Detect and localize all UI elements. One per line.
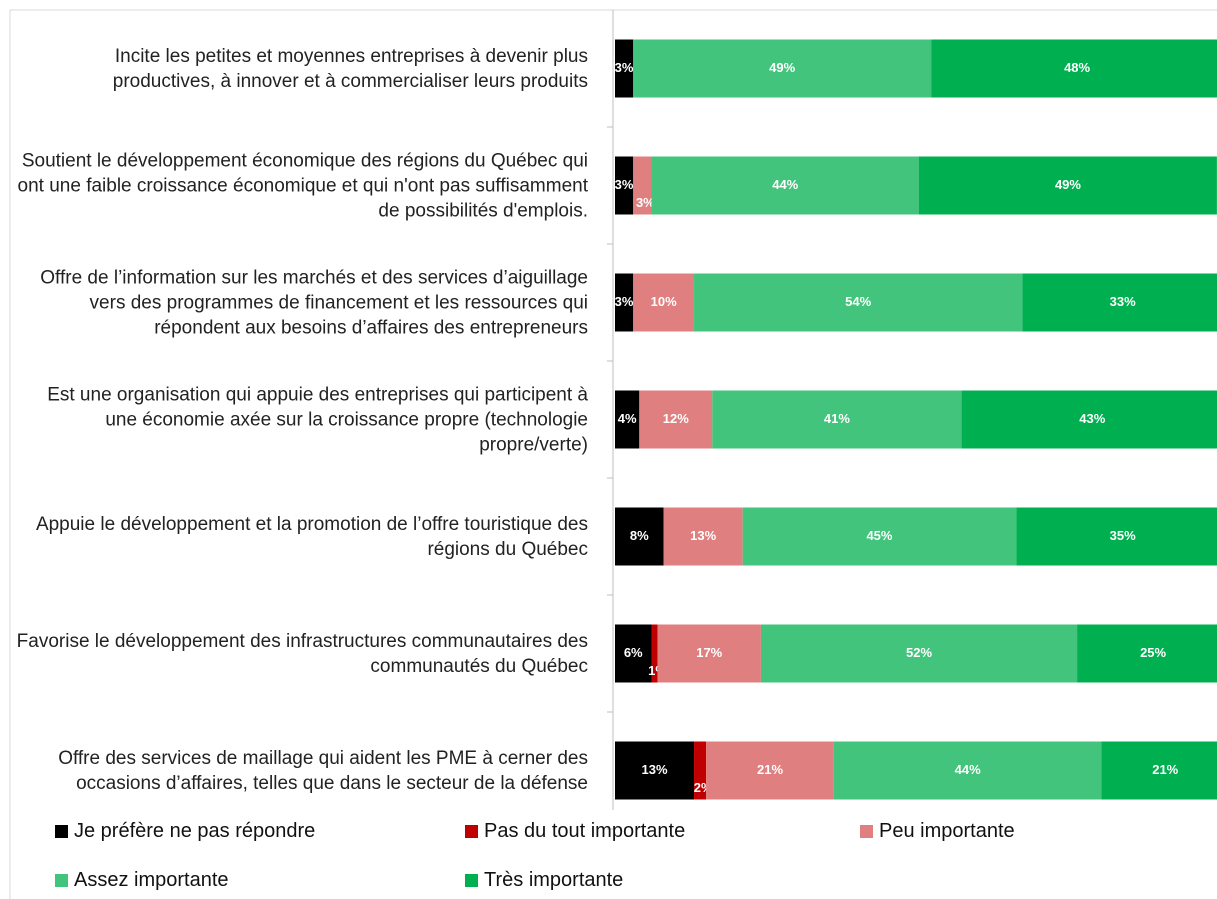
- bar-segment: [651, 156, 919, 215]
- bar-segment: [742, 507, 1017, 566]
- bar-segment: [633, 39, 932, 98]
- value-label: 49%: [769, 60, 795, 75]
- value-label: 48%: [1064, 60, 1090, 75]
- value-label: 25%: [1140, 645, 1166, 660]
- legend-label: Je préfère ne pas répondre: [74, 820, 316, 842]
- value-label: 3%: [615, 177, 634, 192]
- legend-label: Pas du tout importante: [484, 820, 686, 842]
- category-label: Offre des services de maillage qui aiden…: [58, 747, 588, 794]
- bar-segment: [657, 624, 761, 683]
- value-label: 21%: [757, 762, 783, 777]
- legend-swatch: [55, 825, 68, 838]
- bar-segment: [1101, 741, 1217, 800]
- value-label: 3%: [615, 60, 634, 75]
- value-label: 13%: [642, 762, 668, 777]
- value-label: 12%: [663, 411, 689, 426]
- category-label: Favorise le développement des infrastruc…: [16, 630, 588, 677]
- value-label: 3%: [636, 195, 655, 210]
- bar-segment: [633, 273, 695, 332]
- value-label: 33%: [1110, 294, 1136, 309]
- bar-segment: [663, 507, 743, 566]
- value-label: 3%: [615, 294, 634, 309]
- value-label: 6%: [624, 645, 643, 660]
- legend-swatch: [465, 874, 478, 887]
- bar-segment: [694, 741, 707, 800]
- bar-segment: [961, 390, 1217, 449]
- legend-item: Pas du tout importante: [465, 820, 685, 843]
- category-label: Incite les petites et moyennes entrepris…: [112, 45, 588, 92]
- value-label: 8%: [630, 528, 649, 543]
- bar-segment: [651, 624, 658, 683]
- bar-segment: [615, 156, 634, 215]
- bar-segment: [919, 156, 1217, 215]
- bar-segment: [639, 390, 713, 449]
- bar-segment: [615, 741, 695, 800]
- bar-segment: [712, 390, 962, 449]
- legend-label: Très importante: [484, 869, 624, 891]
- value-label: 44%: [955, 762, 981, 777]
- bar-segment: [706, 741, 834, 800]
- legend-item: Je préfère ne pas répondre: [55, 820, 315, 843]
- bar-segment: [760, 624, 1078, 683]
- bar-segment: [1077, 624, 1217, 683]
- value-label: 35%: [1110, 528, 1136, 543]
- value-label: 54%: [845, 294, 871, 309]
- value-label: 44%: [772, 177, 798, 192]
- bar-segment: [615, 507, 664, 566]
- bar-segment: [1016, 507, 1217, 566]
- legend-label: Peu importante: [879, 820, 1015, 842]
- value-label: 41%: [824, 411, 850, 426]
- bar-segment: [1022, 273, 1217, 332]
- value-label: 10%: [651, 294, 677, 309]
- value-label: 13%: [690, 528, 716, 543]
- legend-swatch: [55, 874, 68, 887]
- value-label: 52%: [906, 645, 932, 660]
- category-label: Est une organisation qui appuie des entr…: [47, 384, 588, 455]
- bar-segment: [633, 156, 652, 215]
- bar-segment: [615, 39, 634, 98]
- bar-segment: [615, 273, 634, 332]
- legend-swatch: [860, 825, 873, 838]
- legend-item: Assez importante: [55, 869, 229, 892]
- value-label: 49%: [1055, 177, 1081, 192]
- value-label: 45%: [866, 528, 892, 543]
- category-label: Appuie le développement et la promotion …: [35, 513, 588, 560]
- bar-segment: [833, 741, 1102, 800]
- legend-item: Peu importante: [860, 820, 1015, 843]
- legend-swatch: [465, 825, 478, 838]
- value-label: 17%: [696, 645, 722, 660]
- value-label: 4%: [618, 411, 637, 426]
- category-label: Soutient le développement économique des…: [17, 150, 588, 221]
- bar-segment: [615, 390, 640, 449]
- legend-label: Assez importante: [74, 869, 229, 891]
- value-label: 21%: [1152, 762, 1178, 777]
- category-label: Offre de l’information sur les marchés e…: [40, 267, 588, 338]
- bar-segment: [931, 39, 1217, 98]
- value-label: 43%: [1079, 411, 1105, 426]
- legend-item: Très importante: [465, 869, 623, 892]
- bar-segment: [615, 624, 652, 683]
- bar-segment: [694, 273, 1023, 332]
